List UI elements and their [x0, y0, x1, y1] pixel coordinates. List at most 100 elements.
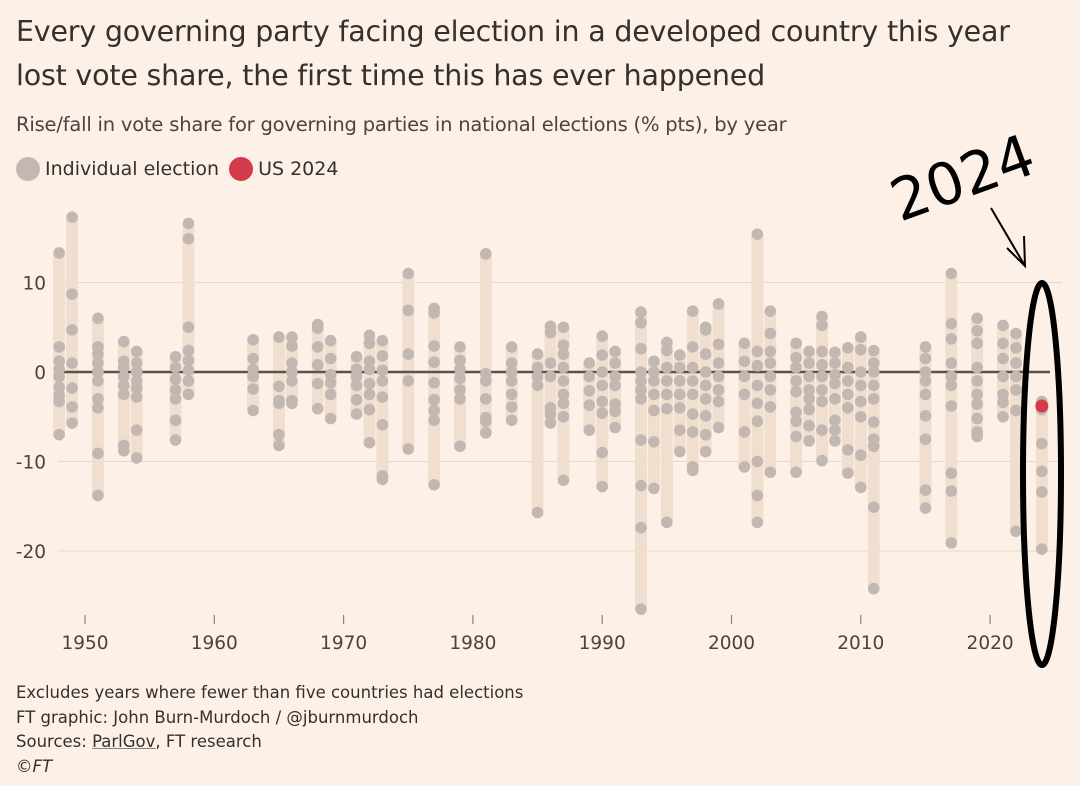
election-point-1957: [169, 373, 182, 385]
election-point-1986: [544, 370, 557, 383]
election-point-1983: [505, 357, 518, 369]
x-tick-label: 1980: [449, 633, 496, 654]
election-point-1998: [699, 366, 712, 378]
range-bar-1975: [402, 273, 415, 449]
election-point-2001: [738, 355, 751, 368]
election-point-1994: [648, 436, 660, 448]
election-point-2002: [751, 415, 764, 428]
election-point-2007: [816, 384, 828, 396]
election-point-2010: [855, 331, 867, 343]
election-point-1993: [635, 434, 647, 446]
election-point-1963: [247, 370, 259, 383]
election-point-1995: [661, 361, 673, 374]
election-point-1949: [66, 324, 78, 336]
election-point-1997: [686, 375, 699, 387]
election-point-2008: [829, 368, 841, 381]
election-point-2008: [829, 414, 841, 427]
election-point-2005: [790, 406, 802, 419]
election-point-1966: [286, 397, 298, 410]
election-point-1965: [273, 380, 285, 393]
election-point-2011: [867, 416, 880, 428]
election-point-1965: [273, 331, 285, 343]
election-point-2011: [867, 440, 880, 453]
election-point-1957: [169, 434, 182, 446]
election-point-1996: [673, 445, 686, 458]
election-point-2019: [971, 312, 983, 325]
election-point-1987: [557, 361, 570, 374]
election-point-1948: [53, 247, 65, 259]
y-tick-label: 0: [34, 363, 46, 384]
election-point-1994: [648, 388, 660, 401]
election-point-1987: [557, 388, 570, 401]
election-point-2003: [764, 370, 777, 383]
election-point-1958: [182, 217, 195, 230]
election-point-1949: [66, 288, 78, 300]
election-point-1949: [66, 417, 78, 429]
x-tick-label: 2020: [967, 633, 1014, 654]
election-point-1997: [686, 464, 699, 477]
election-point-2019: [971, 361, 983, 374]
election-point-1963: [247, 404, 259, 417]
election-point-1995: [661, 388, 673, 401]
election-point-2009: [842, 467, 854, 479]
election-point-1996: [673, 361, 686, 374]
sources-link-parlgov[interactable]: ParlGov: [92, 732, 156, 751]
election-point-1957: [169, 384, 182, 396]
election-point-1968: [311, 402, 324, 415]
election-point-2001: [738, 370, 751, 383]
election-point-1957: [169, 350, 182, 363]
election-point-1997: [686, 388, 699, 401]
election-point-1951: [92, 489, 104, 502]
election-point-2005: [790, 385, 802, 398]
x-tick-label: 1960: [191, 633, 238, 654]
election-point-1972: [363, 329, 376, 342]
election-point-1995: [661, 344, 673, 357]
election-point-1996: [673, 375, 686, 387]
range-bar-2015: [919, 346, 932, 509]
election-point-2015: [919, 366, 932, 378]
election-point-1949: [66, 382, 78, 394]
election-point-2007: [816, 454, 828, 467]
legend: Individual election US 2024: [16, 157, 348, 181]
election-point-1958: [182, 232, 195, 245]
election-point-1986: [544, 417, 557, 429]
election-point-1968: [311, 359, 324, 371]
election-point-1985: [531, 506, 544, 519]
election-point-1966: [286, 340, 298, 352]
election-point-1949: [66, 357, 78, 369]
election-point-1998: [699, 410, 712, 422]
election-point-1951: [92, 312, 104, 325]
election-point-2007: [816, 345, 828, 358]
election-point-2011: [867, 357, 880, 369]
election-point-2022: [1010, 342, 1022, 354]
election-point-1969: [324, 376, 337, 389]
election-point-1965: [273, 397, 285, 410]
election-point-2008: [829, 393, 841, 405]
election-point-1948: [53, 428, 65, 441]
election-point-2003: [764, 384, 777, 396]
range-bar-1995: [660, 342, 673, 523]
election-point-1993: [635, 393, 647, 405]
election-point-1987: [557, 474, 570, 487]
election-point-1979: [454, 363, 466, 376]
election-point-1991: [609, 379, 621, 392]
election-point-1999: [712, 370, 725, 383]
election-point-2019: [971, 325, 983, 337]
range-bar-1981: [479, 253, 492, 433]
election-point-1986: [544, 326, 557, 339]
election-point-2010: [855, 449, 867, 462]
election-point-1972: [363, 363, 376, 376]
election-point-2021: [997, 352, 1009, 365]
election-point-1999: [712, 421, 725, 434]
election-point-1969: [324, 388, 337, 401]
election-point-1954: [130, 357, 143, 369]
election-point-1972: [363, 388, 376, 401]
election-point-1969: [324, 412, 337, 425]
election-point-2017: [945, 379, 958, 392]
election-point-1979: [454, 354, 466, 367]
election-point-2017: [945, 333, 958, 345]
election-point-1973: [376, 391, 389, 403]
election-point-2005: [790, 466, 802, 479]
range-bar-2022: [1009, 333, 1022, 532]
election-point-2006: [803, 357, 815, 369]
